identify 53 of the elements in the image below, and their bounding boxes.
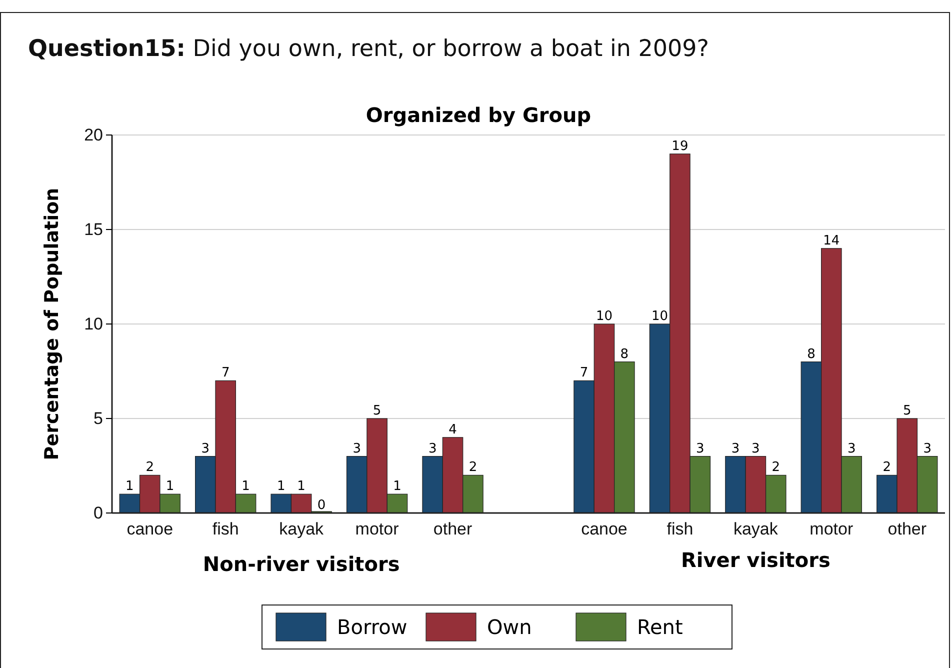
y-tick-label: 10 — [84, 314, 103, 334]
data-label: 7 — [580, 366, 588, 381]
x-tick-label: motor — [810, 520, 854, 539]
data-label: 2 — [772, 460, 780, 476]
data-label: 5 — [902, 404, 912, 418]
data-label: 4 — [448, 422, 457, 438]
data-label: 1 — [276, 479, 286, 494]
data-label: 3 — [731, 441, 740, 456]
data-label: 5 — [372, 404, 382, 418]
data-label: 3 — [428, 441, 437, 456]
y-axis-title: Percentage of Population — [41, 188, 63, 460]
data-label: 10 — [596, 309, 612, 324]
data-label: 3 — [923, 441, 932, 456]
x-tick-label: canoe — [126, 520, 174, 539]
y-tick-label: 5 — [94, 408, 103, 428]
data-label: 0 — [317, 498, 326, 513]
x-tick-label: canoe — [581, 520, 628, 539]
data-label: 14 — [823, 233, 840, 248]
y-tick-label: 20 — [84, 125, 103, 144]
data-label: 2 — [146, 460, 154, 476]
data-label: 10 — [651, 309, 668, 324]
data-label: 2 — [468, 460, 478, 476]
x-tick-label: kayak — [733, 520, 778, 539]
data-label: 19 — [672, 138, 688, 154]
data-label: 2 — [882, 460, 892, 476]
chart-title: Question15: Did you own, rent, or borrow a boat in 2009? — [28, 36, 710, 62]
text: River visitors — [680, 548, 830, 572]
y-tick-label: 0 — [94, 503, 103, 522]
data-label: 1 — [166, 479, 174, 494]
x-tick-label: other — [888, 520, 927, 539]
legend-label: Own — [487, 615, 532, 639]
data-label: 3 — [696, 441, 704, 456]
data-label: 1 — [393, 479, 402, 494]
data-label: 3 — [847, 441, 856, 456]
data-label: 8 — [620, 346, 629, 362]
x-tick-label: other — [433, 520, 472, 539]
chart-subtitle: Organized by Group — [366, 103, 592, 127]
data-label: 1 — [126, 479, 134, 494]
data-label: 1 — [297, 479, 306, 494]
legend-label: Borrow — [337, 615, 408, 639]
data-label: 3 — [352, 441, 361, 456]
legend-label: Rent — [637, 615, 683, 639]
data-label: 8 — [807, 346, 816, 362]
x-tick-label: fish — [666, 520, 694, 539]
data-label: 7 — [221, 366, 230, 381]
x-tick-label: kayak — [279, 520, 324, 539]
x-tick-label: motor — [355, 520, 400, 539]
data-label: 1 — [242, 479, 250, 494]
x-tick-label: fish — [212, 520, 239, 539]
data-label: 3 — [201, 441, 210, 456]
text: Non-river visitors — [202, 552, 400, 576]
y-tick-label: 15 — [84, 220, 103, 239]
data-label: 3 — [752, 441, 760, 456]
